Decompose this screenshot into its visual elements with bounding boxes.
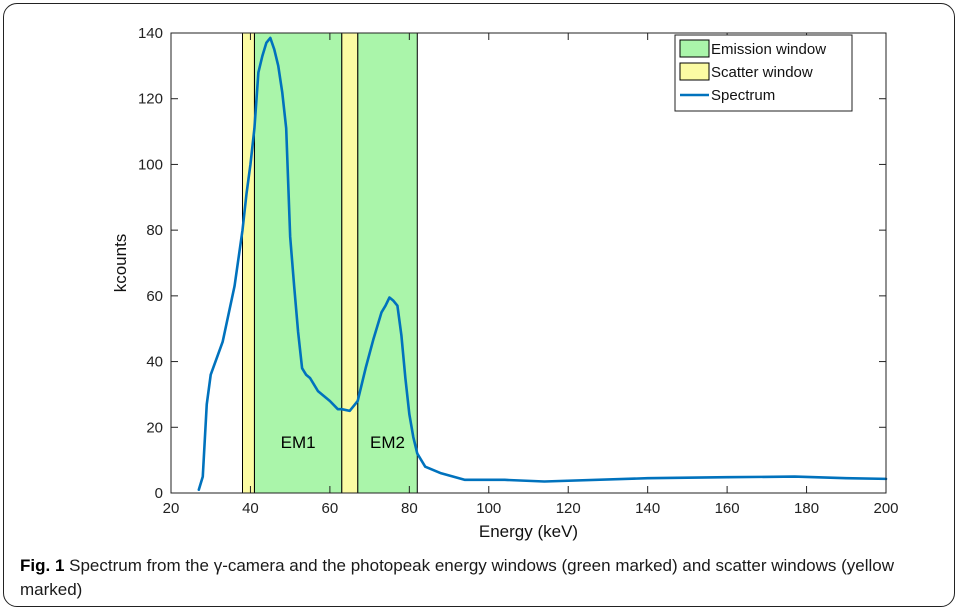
figure-caption: Fig. 1 Spectrum from the γ-camera and th…	[20, 554, 930, 602]
x-tick-label: 80	[401, 500, 418, 517]
spectrum-line	[197, 36, 888, 492]
plot-area-border	[170, 32, 887, 494]
annotation-em2: EM2	[370, 433, 405, 452]
scatter-window-2	[341, 32, 359, 494]
figure-caption-text: Spectrum from the γ-camera and the photo…	[20, 556, 895, 599]
axes-layer: 20 40 60 80 100 120 140 160 180 20002040608010012…	[111, 25, 899, 541]
y-axis-label: kcounts	[111, 234, 130, 293]
y-tick-label: 0	[155, 485, 163, 502]
x-tick-label: 180	[794, 500, 819, 517]
y-tick-label: 20	[146, 419, 163, 436]
energy-windows-layer	[242, 32, 418, 494]
spectrum-chart: EM1 EM2 20 40 60 80 100 120 140 160 180 2000204060…	[111, 25, 899, 541]
x-tick-label: 200	[873, 500, 898, 517]
x-axis-label: Energy (keV)	[479, 522, 578, 541]
legend-swatch-1	[679, 62, 710, 81]
legend-swatch-0	[679, 39, 710, 58]
x-tick-label: 40	[242, 500, 259, 517]
annotation-layer: EM1 EM2	[281, 433, 405, 452]
emission-window-1	[253, 32, 343, 494]
legend: Emission window Scatter window Spectrum	[674, 34, 853, 112]
y-tick-label: 40	[146, 354, 163, 371]
y-tick-label: 120	[138, 91, 163, 108]
x-tick-label: 100	[476, 500, 501, 517]
x-tick-label: 140	[635, 500, 660, 517]
y-tick-label: 80	[146, 222, 163, 239]
x-tick-label: 120	[556, 500, 581, 517]
y-tick-label: 60	[146, 288, 163, 305]
figure-caption-label: Fig. 1	[20, 556, 65, 575]
annotation-em1: EM1	[281, 433, 316, 452]
legend-label-0: Emission window	[711, 41, 826, 58]
y-tick-label: 100	[138, 156, 163, 173]
x-tick-label: 160	[715, 500, 740, 517]
y-tick-label: 140	[138, 25, 163, 42]
series-layer	[197, 36, 888, 492]
scatter-window-1	[242, 32, 255, 494]
legend-label-1: Scatter window	[711, 64, 813, 81]
x-tick-label: 20	[163, 500, 180, 517]
x-tick-label: 60	[322, 500, 339, 517]
legend-label-2: Spectrum	[711, 87, 775, 104]
emission-window-2	[357, 32, 418, 494]
